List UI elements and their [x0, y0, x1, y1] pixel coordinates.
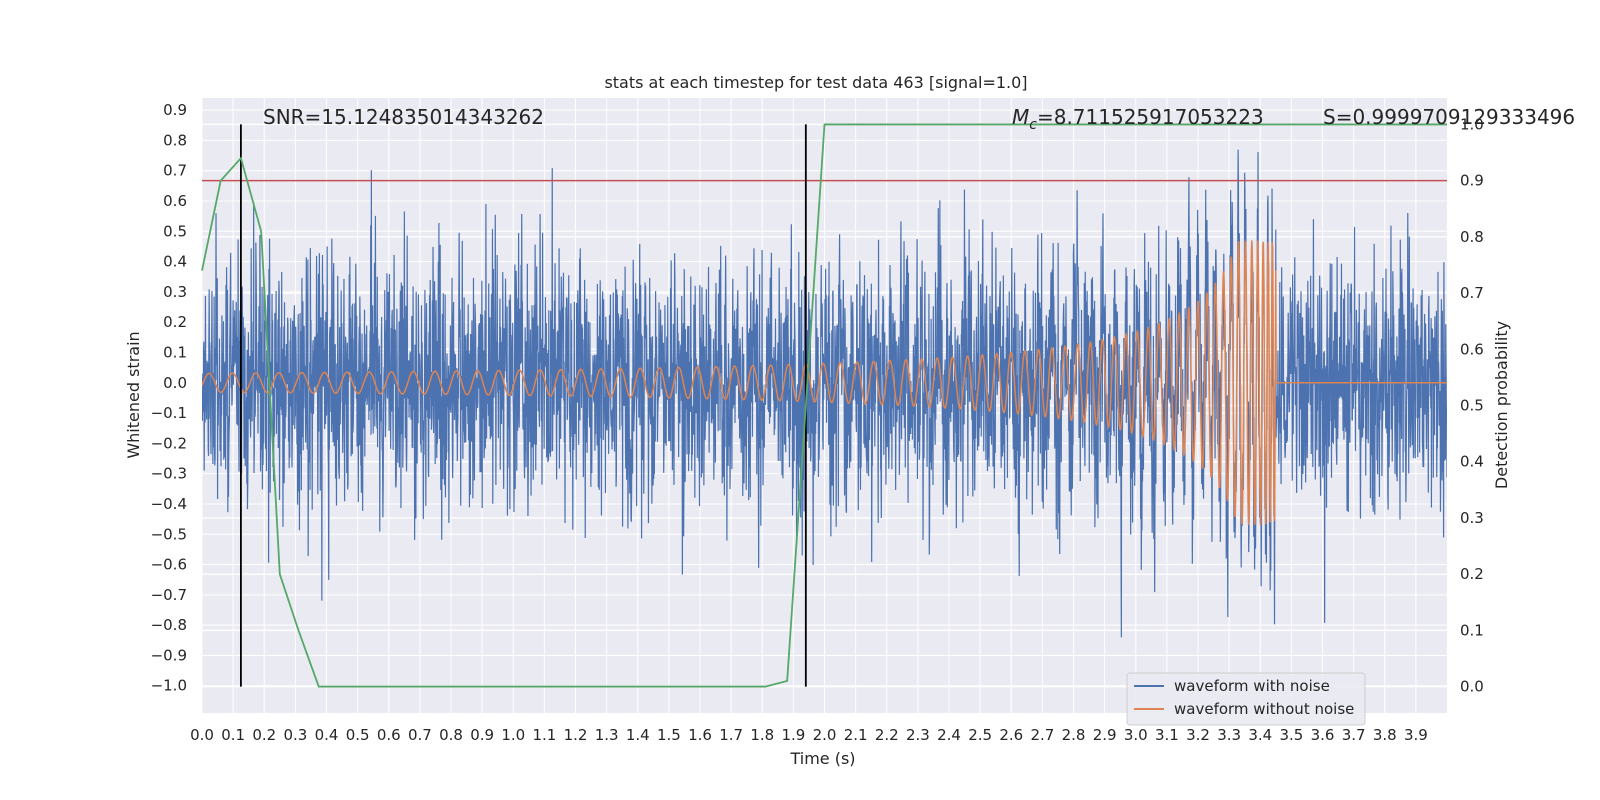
- legend: waveform with noise waveform without noi…: [1126, 672, 1366, 726]
- x-tick-label: 3.8: [1373, 726, 1397, 744]
- x-tick-label: 3.3: [1217, 726, 1241, 744]
- y2-tick-label: 0.1: [1460, 621, 1484, 639]
- x-tick-label: 1.5: [657, 726, 681, 744]
- y2-tick-label: 0.7: [1460, 284, 1484, 302]
- x-tick-label: 0.0: [190, 726, 214, 744]
- y-tick-label: −0.1: [151, 404, 187, 422]
- x-tick-label: 0.7: [408, 726, 432, 744]
- x-tick-label: 3.7: [1342, 726, 1366, 744]
- y-tick-label: 0.8: [163, 131, 187, 149]
- y2-axis-label: Detection probability: [1492, 321, 1511, 489]
- x-tick-label: 3.9: [1404, 726, 1428, 744]
- y-tick-label: −0.5: [151, 525, 187, 543]
- x-tick-label: 1.8: [750, 726, 774, 744]
- x-tick-label: 2.8: [1062, 726, 1086, 744]
- x-tick-label: 3.4: [1248, 726, 1272, 744]
- x-tick-label: 0.8: [439, 726, 463, 744]
- y-tick-label: −0.3: [151, 465, 187, 483]
- x-tick-label: 0.3: [283, 726, 307, 744]
- x-tick-label: 1.9: [781, 726, 805, 744]
- y2-tick-label: 1.0: [1460, 115, 1484, 133]
- y2-tick-label: 0.2: [1460, 565, 1484, 583]
- y2-tick-label: 0.6: [1460, 340, 1484, 358]
- series-detection-probability: [201, 123, 1447, 688]
- chirp-mass-subscript: c: [1029, 117, 1037, 133]
- legend-label-noise: waveform with noise: [1174, 677, 1330, 695]
- x-tick-label: 2.2: [875, 726, 899, 744]
- y-tick-label: −0.6: [151, 556, 187, 574]
- y-tick-label: 0.9: [163, 101, 187, 119]
- y2-tick-label: 0.0: [1460, 678, 1484, 696]
- y-tick-label: −0.7: [151, 586, 187, 604]
- y2-tick-label: 0.3: [1460, 509, 1484, 527]
- y-tick-label: −0.9: [151, 646, 187, 664]
- y-tick-label: 0.5: [163, 222, 187, 240]
- y-tick-label: −0.8: [151, 616, 187, 634]
- y-tick-label: 0.6: [163, 192, 187, 210]
- x-tick-label: 1.1: [532, 726, 556, 744]
- x-tick-label: 0.6: [377, 726, 401, 744]
- x-tick-label: 3.0: [1124, 726, 1148, 744]
- x-tick-label: 2.5: [968, 726, 992, 744]
- y-tick-label: −0.2: [151, 434, 187, 452]
- x-tick-label: 0.2: [252, 726, 276, 744]
- x-tick-label: 2.0: [813, 726, 837, 744]
- y-tick-label: −0.4: [151, 495, 187, 513]
- x-tick-label: 1.6: [688, 726, 712, 744]
- y-tick-label: −1.0: [151, 677, 187, 695]
- chirp-mass-annotation: Mc=8.711525917053223: [1012, 105, 1264, 133]
- x-tick-label: 3.1: [1155, 726, 1179, 744]
- x-tick-label: 3.6: [1311, 726, 1335, 744]
- legend-box: [1126, 672, 1366, 726]
- y-tick-label: 0.0: [163, 374, 187, 392]
- x-tick-label: 3.2: [1186, 726, 1210, 744]
- x-axis-label: Time (s): [789, 749, 855, 768]
- x-tick-label: 1.3: [595, 726, 619, 744]
- x-tick-label: 1.4: [626, 726, 650, 744]
- chirp-mass-value: =8.711525917053223: [1037, 105, 1264, 129]
- y2-tick-label: 0.5: [1460, 397, 1484, 415]
- x-tick-label: 0.4: [315, 726, 339, 744]
- score-annotation: S=0.9999709129333496: [1323, 105, 1575, 129]
- snr-annotation: SNR=15.124835014343262: [263, 105, 544, 129]
- y-tick-label: 0.7: [163, 162, 187, 180]
- x-tick-label: 1.2: [564, 726, 588, 744]
- x-tick-label: 2.3: [906, 726, 930, 744]
- chirp-mass-symbol: M: [1012, 105, 1029, 129]
- y2-tick-label: 0.9: [1460, 172, 1484, 190]
- x-tick-label: 1.7: [719, 726, 743, 744]
- y-tick-label: 0.1: [163, 343, 187, 361]
- series-waveform-without-noise: [202, 239, 1447, 526]
- x-tick-label: 1.0: [501, 726, 525, 744]
- y-tick-label: 0.4: [163, 253, 187, 271]
- chart-title: stats at each timestep for test data 463…: [604, 73, 1027, 92]
- x-tick-label: 2.4: [937, 726, 961, 744]
- y-axis-label: Whitened strain: [124, 331, 143, 458]
- x-tick-label: 3.5: [1279, 726, 1303, 744]
- y-tick-label: 0.3: [163, 283, 187, 301]
- x-tick-label: 0.9: [470, 726, 494, 744]
- x-tick-label: 2.6: [999, 726, 1023, 744]
- x-tick-label: 0.1: [221, 726, 245, 744]
- y2-tick-label: 0.8: [1460, 228, 1484, 246]
- x-tick-label: 2.7: [1030, 726, 1054, 744]
- x-tick-label: 0.5: [346, 726, 370, 744]
- x-tick-label: 2.1: [844, 726, 868, 744]
- y-tick-label: 0.2: [163, 313, 187, 331]
- x-axis-ticks: 0.0 0.1 0.2 0.3 0.4 0.5 0.6 0.7 0.8 0.9 1.0 1.1 1.2 1…: [190, 726, 1428, 744]
- legend-label-clean: waveform without noise: [1174, 700, 1354, 718]
- y2-tick-label: 0.4: [1460, 453, 1484, 471]
- y-axis-ticks: 0.9 0.8 0.7 0.6 0.5 0.4 0.3 0.2 0.1 0.0 −0.1 −0.2 −0…: [151, 101, 187, 695]
- x-tick-label: 2.9: [1093, 726, 1117, 744]
- y2-axis-ticks: 1.0 0.9 0.8 0.7 0.6 0.5 0.4 0.3 0.2 0.1 0.0: [1460, 115, 1484, 695]
